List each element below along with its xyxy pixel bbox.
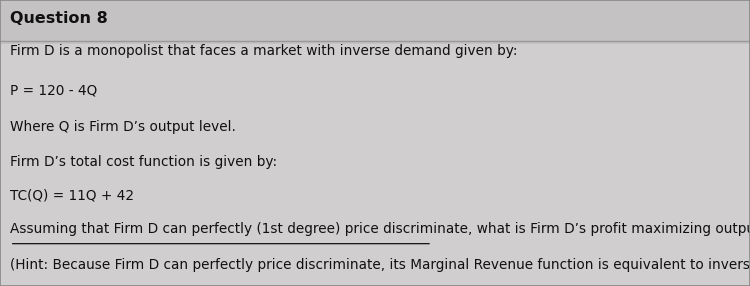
Text: Firm D is a monopolist that faces a market with inverse demand given by:: Firm D is a monopolist that faces a mark… <box>10 45 518 58</box>
Text: Assuming that Firm D can perfectly (1st degree) price discriminate, what is Firm: Assuming that Firm D can perfectly (1st … <box>10 222 750 236</box>
Text: Where Q is Firm D’s output level.: Where Q is Firm D’s output level. <box>10 120 236 134</box>
Text: Firm D’s total cost function is given by:: Firm D’s total cost function is given by… <box>10 155 277 168</box>
FancyBboxPatch shape <box>0 0 750 44</box>
Text: (Hint: Because Firm D can perfectly price discriminate, its Marginal Revenue fun: (Hint: Because Firm D can perfectly pric… <box>10 258 750 271</box>
Text: TC(Q) = 11Q + 42: TC(Q) = 11Q + 42 <box>10 188 134 202</box>
Text: Question 8: Question 8 <box>10 11 107 26</box>
Text: P = 120 - 4Q: P = 120 - 4Q <box>10 84 97 98</box>
